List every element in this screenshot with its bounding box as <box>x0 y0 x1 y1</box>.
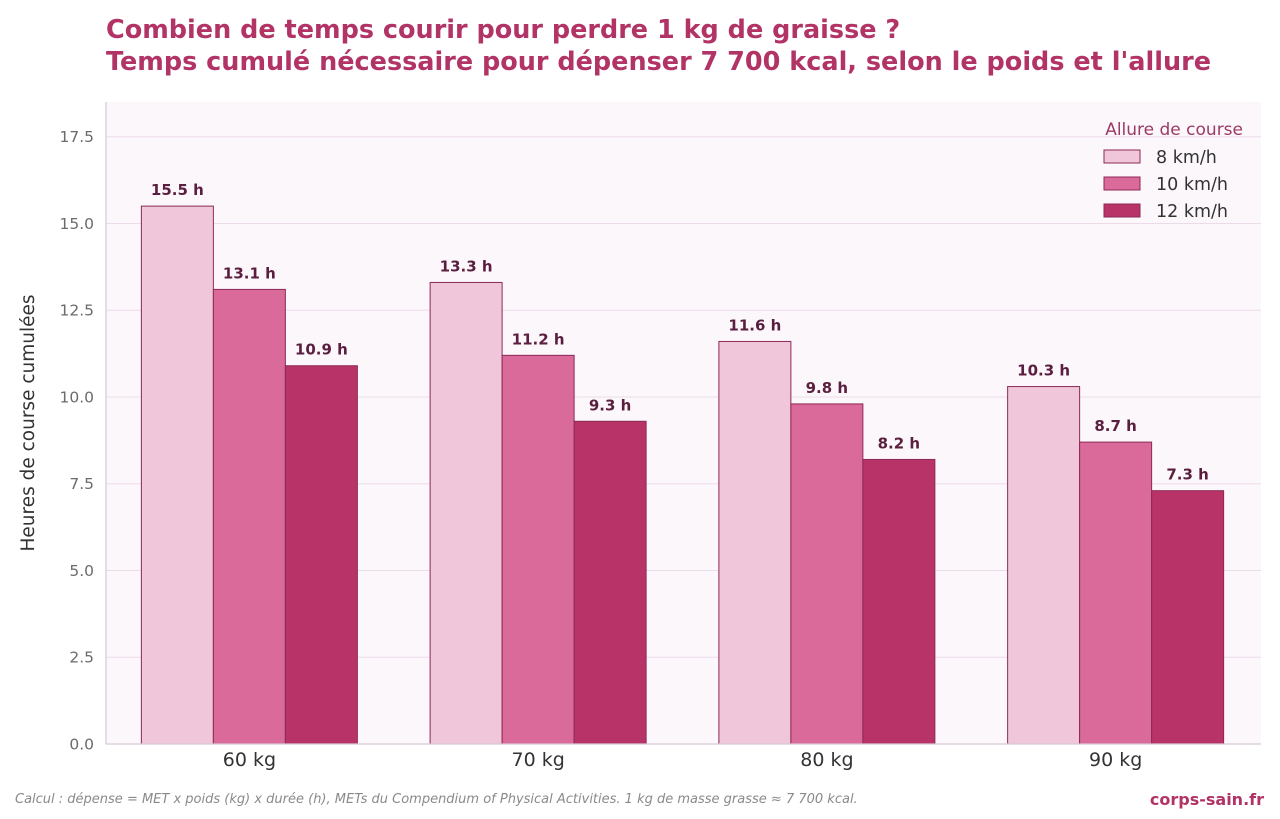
bar <box>212 288 286 745</box>
bar-value-label: 10.9 h <box>295 341 348 359</box>
legend-title: Allure de course <box>1105 120 1243 140</box>
chart-title: Combien de temps courir pour perdre 1 kg… <box>106 14 1211 78</box>
legend-label: 8 km/h <box>1156 148 1217 168</box>
bar-value-label: 15.5 h <box>151 181 204 199</box>
bar-value-label: 9.8 h <box>806 379 848 397</box>
axes <box>105 102 1261 745</box>
x-tick-label: 70 kg <box>511 749 564 771</box>
y-tick-label: 0.0 <box>69 736 94 754</box>
legend: Allure de course 8 km/h 10 km/h 12 km/h <box>1103 120 1243 222</box>
bar-value-label: 13.3 h <box>440 257 493 275</box>
calculation-note: Calcul : dépense = MET x poids (kg) x du… <box>15 792 858 807</box>
y-tick-labels: 0.0 2.5 5.0 7.5 10.0 12.5 15.0 17.5 <box>59 128 94 753</box>
legend-swatch <box>1103 149 1141 164</box>
bar <box>501 354 575 745</box>
bar <box>1151 490 1225 745</box>
bar-value-label: 10.3 h <box>1017 362 1070 380</box>
bar-value-label: 8.7 h <box>1094 417 1136 435</box>
bar <box>140 205 214 745</box>
bars <box>140 205 1225 745</box>
legend-label: 12 km/h <box>1156 202 1228 222</box>
bar <box>573 420 647 745</box>
y-tick-label: 17.5 <box>59 128 94 146</box>
x-tick-label: 80 kg <box>800 749 853 771</box>
bar <box>284 365 358 745</box>
y-tick-label: 15.0 <box>59 215 94 233</box>
bar <box>1007 386 1081 745</box>
site-brand: corps-sain.fr <box>1149 790 1264 809</box>
x-tick-label: 90 kg <box>1089 749 1142 771</box>
x-tick-label: 60 kg <box>223 749 276 771</box>
y-tick-label: 7.5 <box>69 475 94 493</box>
bar <box>790 403 864 745</box>
bar <box>1079 441 1153 745</box>
y-tick-label: 12.5 <box>59 302 94 320</box>
y-tick-label: 2.5 <box>69 649 94 667</box>
y-tick-label: 10.0 <box>59 388 94 406</box>
bar-value-label: 11.6 h <box>728 316 781 334</box>
bar <box>718 340 792 745</box>
bar <box>429 281 503 745</box>
title-line-2: Temps cumulé nécessaire pour dépenser 7 … <box>106 47 1211 77</box>
x-tick-labels: 60 kg 70 kg 80 kg 90 kg <box>223 749 1143 771</box>
bar-value-label: 11.2 h <box>512 330 565 348</box>
bar-value-label: 8.2 h <box>878 434 920 452</box>
bar-value-label: 13.1 h <box>223 264 276 282</box>
y-axis-label: Heures de course cumulées <box>18 294 39 551</box>
legend-swatch <box>1103 203 1141 218</box>
bar <box>862 458 936 745</box>
value-labels: 15.5 h 13.1 h 10.9 h 13.3 h 11.2 h 9.3 h 11.6 … <box>151 181 1209 484</box>
title-line-1: Combien de temps courir pour perdre 1 kg… <box>106 15 901 45</box>
bar-value-label: 7.3 h <box>1166 466 1208 484</box>
legend-swatch <box>1103 176 1141 191</box>
legend-label: 10 km/h <box>1156 175 1228 195</box>
y-tick-label: 5.0 <box>69 562 94 580</box>
bar-value-label: 9.3 h <box>589 396 631 414</box>
